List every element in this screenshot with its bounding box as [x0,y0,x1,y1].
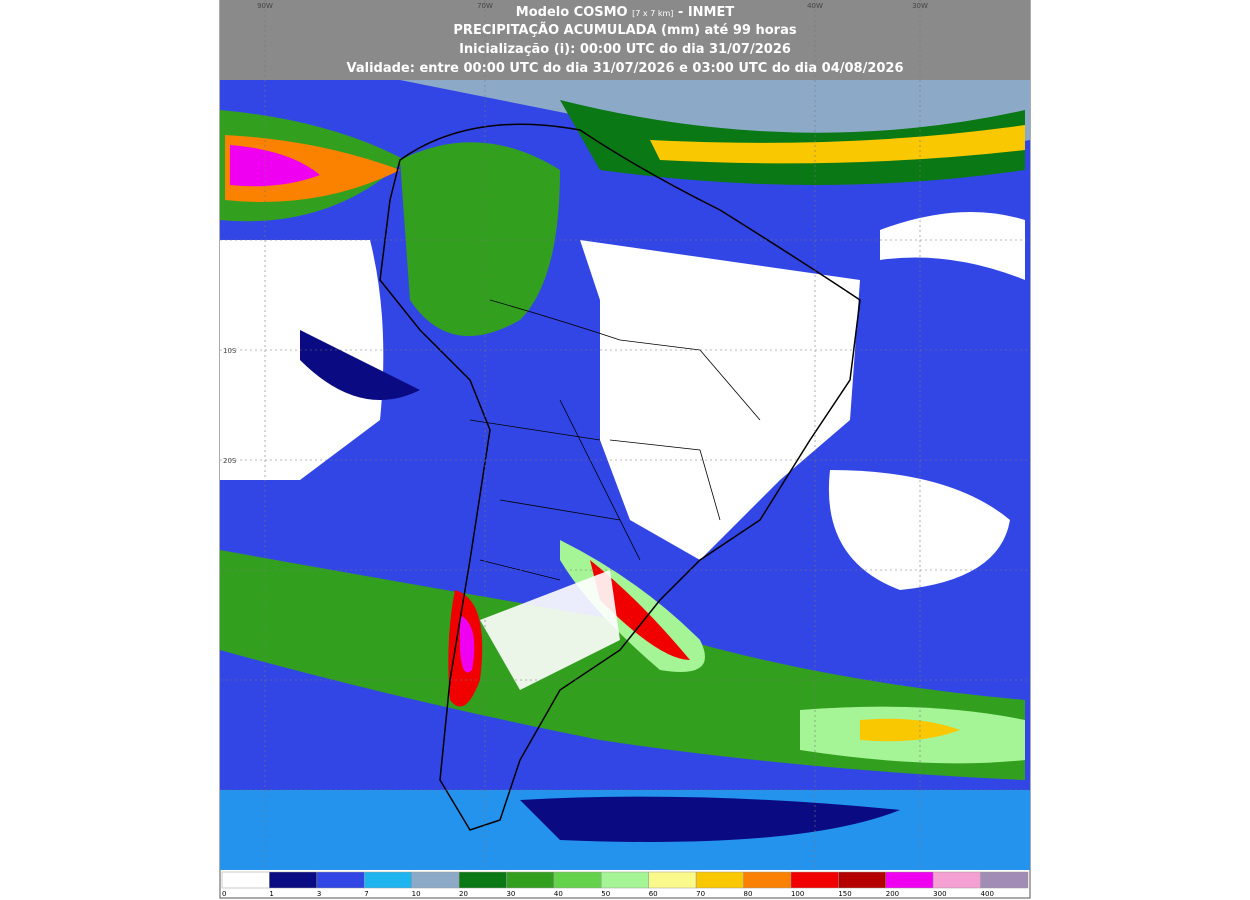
legend-label: 0 [222,890,226,898]
legend-swatch [601,871,649,889]
legend-swatch [363,871,412,889]
grid-label: 20S [223,457,237,465]
title-line: Inicialização (i): 00:00 UTC do dia 31/0… [459,42,791,57]
title-line: Modelo COSMO [7 x 7 km] - INMET [516,5,735,20]
model-name: Modelo COSMO [516,5,628,20]
legend-swatch [221,871,270,889]
legend-label: 1 [269,890,273,898]
legend-label: 3 [317,890,321,898]
legend: 0 1 3 7 10 20 30 40 50 60 70 80 100 150 200 300 400 [221,871,1029,898]
legend-label: 200 [886,890,899,898]
legend-swatch [980,871,1029,889]
header-bar [220,0,1030,80]
legend-swatch [316,871,365,889]
grid-label: 40W [807,2,823,10]
legend-label: 40 [554,890,563,898]
title-line: PRECIPITAÇÃO ACUMULADA (mm) até 99 horas [453,22,796,38]
legend-label: 50 [601,890,610,898]
legend-swatch [695,871,744,889]
legend-label: 30 [506,890,515,898]
legend-swatch [506,871,555,889]
legend-swatch [411,871,460,889]
legend-swatch [648,871,697,889]
grid-label: 30W [912,2,928,10]
legend-swatch [743,871,792,889]
source: - INMET [678,5,734,20]
legend-swatch [838,871,887,889]
legend-label: 80 [744,890,753,898]
legend-swatch [885,871,934,889]
grid [220,0,1030,870]
legend-swatch [932,871,981,889]
grid-label: 10S [223,347,237,355]
legend-label: 7 [364,890,368,898]
resolution: [7 x 7 km] [632,9,673,18]
legend-swatch [790,871,839,889]
grid-label: 70W [477,2,493,10]
continent-outline [379,123,861,831]
legend-label: 150 [838,890,851,898]
legend-label: 10 [412,890,421,898]
legend-label: 60 [649,890,658,898]
legend-label: 70 [696,890,705,898]
precip-field [220,80,1030,870]
legend-label: 100 [791,890,804,898]
legend-label: 300 [933,890,946,898]
title-line: Validade: entre 00:00 UTC do dia 31/07/2… [346,61,903,76]
grid-label: 90W [257,2,273,10]
legend-label: 400 [981,890,994,898]
legend-label: 20 [459,890,468,898]
legend-swatch [458,871,507,889]
legend-swatch [269,871,318,889]
legend-swatch [553,871,602,889]
